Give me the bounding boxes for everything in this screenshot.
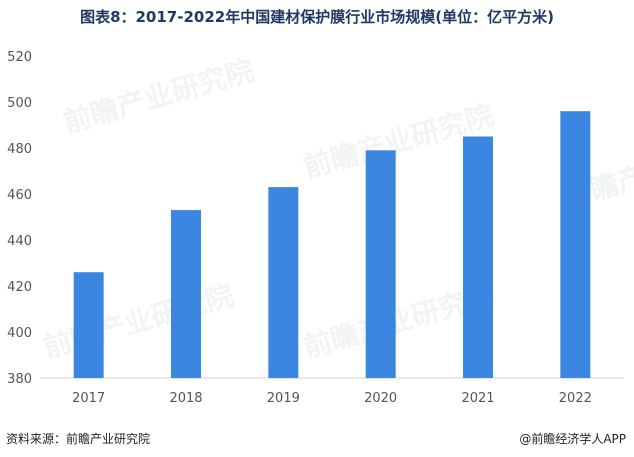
- bar-2017: [73, 272, 104, 378]
- y-tick-label: 440: [7, 234, 32, 249]
- chart-title: 图表8：2017-2022年中国建材保护膜行业市场规模(单位：亿平方米): [80, 8, 554, 26]
- bar-2018: [171, 210, 201, 378]
- x-tick-label: 2017: [72, 391, 105, 406]
- y-tick-label: 460: [7, 188, 32, 203]
- y-tick-label: 480: [7, 142, 32, 157]
- bar-2022: [560, 111, 591, 378]
- y-tick-label: 420: [7, 280, 32, 295]
- y-tick-label: 400: [7, 326, 32, 341]
- x-tick-label: 2021: [461, 391, 494, 406]
- y-tick-label: 520: [7, 50, 32, 65]
- bar-2020: [365, 150, 396, 378]
- bar-2021: [463, 136, 493, 378]
- x-tick-label: 2018: [169, 391, 202, 406]
- y-tick-label: 380: [7, 372, 32, 387]
- bar-2019: [268, 187, 299, 378]
- x-tick-label: 2020: [364, 391, 397, 406]
- credit-note: @前瞻经济学人APP: [519, 432, 626, 446]
- x-tick-label: 2022: [559, 391, 592, 406]
- y-tick-label: 500: [7, 96, 32, 111]
- x-tick-label: 2019: [267, 391, 300, 406]
- source-note: 资料来源：前瞻产业研究院: [6, 432, 151, 446]
